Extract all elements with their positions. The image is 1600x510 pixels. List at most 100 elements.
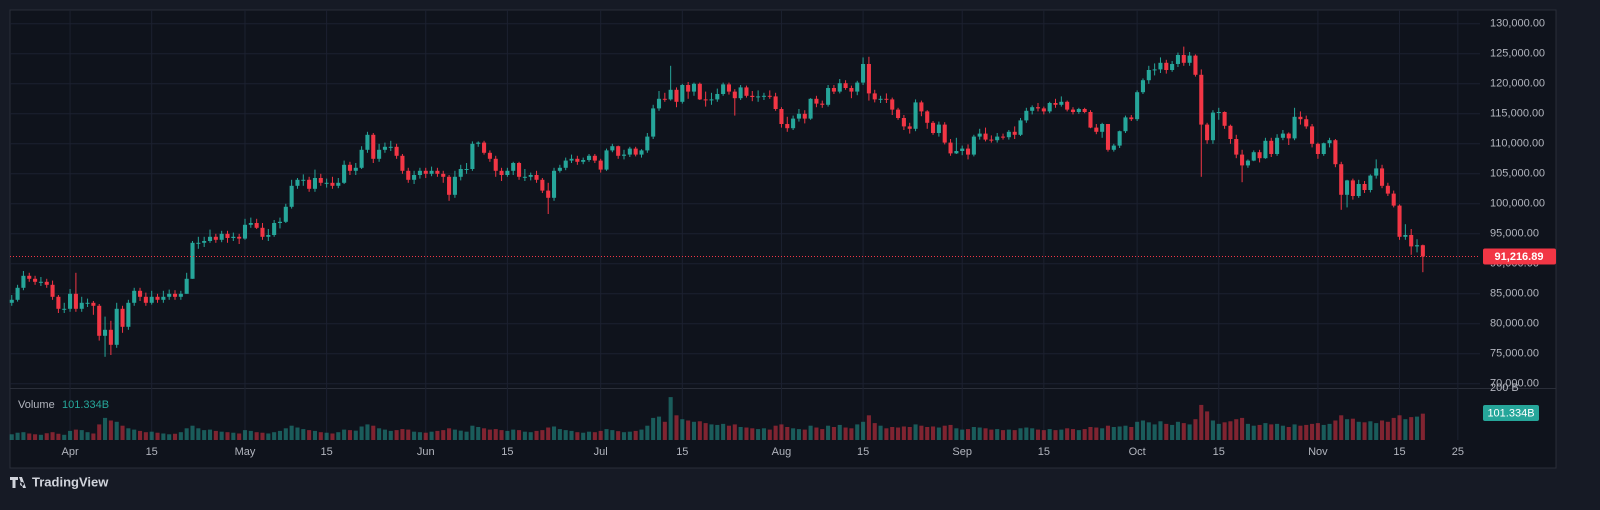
volume-bar xyxy=(137,430,143,440)
volume-bar xyxy=(791,428,796,440)
volume-bar xyxy=(796,429,801,440)
candle-body xyxy=(184,278,189,294)
volume-bar xyxy=(318,432,323,440)
candle-body xyxy=(505,170,510,175)
candle-body xyxy=(260,227,265,237)
volume-bar xyxy=(260,432,265,440)
candle-body xyxy=(1024,110,1029,121)
candle-body xyxy=(1391,193,1396,206)
volume-bar xyxy=(161,433,166,440)
candle-body xyxy=(960,148,965,151)
volume-bar xyxy=(1362,422,1367,440)
volume-bar xyxy=(884,428,889,440)
candle-body xyxy=(948,142,953,154)
candle-body xyxy=(925,111,930,123)
candle-body xyxy=(866,64,871,94)
volume-bar xyxy=(960,429,965,440)
volume-legend-name: Volume xyxy=(18,399,55,411)
volume-bar xyxy=(505,430,510,440)
candle-body xyxy=(528,175,533,177)
volume-bar xyxy=(896,427,901,440)
candle-body xyxy=(1059,101,1064,105)
x-tick-label: Jun xyxy=(417,446,435,458)
candle-body xyxy=(1210,112,1215,141)
volume-bar xyxy=(1385,421,1390,440)
brand-name[interactable]: TradingView xyxy=(32,474,109,489)
volume-bar xyxy=(307,430,312,440)
candle-body xyxy=(907,126,912,129)
x-tick-label: 15 xyxy=(146,446,158,458)
x-tick-label: 15 xyxy=(676,446,688,458)
volume-bar xyxy=(382,429,387,440)
candle-body xyxy=(277,221,283,223)
candle-body xyxy=(662,98,667,100)
volume-bar xyxy=(1076,430,1081,440)
volume-bar xyxy=(983,428,988,440)
candle-body xyxy=(1006,131,1011,138)
volume-bar xyxy=(546,427,551,440)
volume-bar xyxy=(1030,428,1035,440)
candle-body xyxy=(330,182,335,186)
x-tick-label: 15 xyxy=(857,446,869,458)
candle-body xyxy=(161,296,166,300)
candle-body xyxy=(761,95,766,97)
volume-bar xyxy=(820,429,825,440)
candle-body xyxy=(289,185,294,207)
volume-bar xyxy=(598,430,603,440)
volume-bar xyxy=(172,433,178,440)
volume-bar xyxy=(843,427,848,440)
x-tick-label: Apr xyxy=(61,446,78,458)
candle-body xyxy=(1129,117,1134,120)
candle-body xyxy=(1269,140,1274,154)
volume-bar xyxy=(767,429,772,440)
y-tick-label: 80,000.00 xyxy=(1490,318,1539,330)
candle-body xyxy=(202,241,207,243)
candle-body xyxy=(861,64,866,83)
candle-body xyxy=(137,290,143,297)
volume-bar xyxy=(493,429,498,440)
candle-body xyxy=(1257,152,1262,159)
candle-body xyxy=(1094,127,1099,132)
volume-bar xyxy=(336,432,341,440)
volume-bar xyxy=(470,425,475,440)
y-tick-label: 125,000.00 xyxy=(1490,48,1545,60)
candle-body xyxy=(1047,103,1052,112)
volume-bar xyxy=(592,432,597,440)
candle-body xyxy=(406,170,411,180)
volume-bar xyxy=(965,429,971,440)
volume-bar xyxy=(837,424,842,440)
volume-bar xyxy=(184,428,189,440)
candle-body xyxy=(254,223,259,228)
candle-body xyxy=(983,133,988,140)
volume-bar xyxy=(1024,427,1029,440)
volume-bar xyxy=(435,430,440,440)
candle-body xyxy=(336,182,341,186)
x-tick-label: 15 xyxy=(1213,446,1225,458)
volume-legend-value: 101.334B xyxy=(62,399,109,411)
volume-bar xyxy=(202,430,207,440)
volume-bar xyxy=(1350,418,1355,440)
volume-tick-label: 200 B xyxy=(1490,382,1519,394)
volume-bar xyxy=(1257,424,1262,440)
volume-bar xyxy=(213,430,218,440)
volume-bar xyxy=(1298,425,1303,440)
candle-body xyxy=(1379,168,1385,186)
candle-body xyxy=(738,87,743,99)
volume-bar xyxy=(1135,421,1140,440)
candle-body xyxy=(499,170,504,175)
volume-bar xyxy=(1129,427,1134,440)
volume-bar xyxy=(441,430,446,440)
candle-body xyxy=(878,98,883,100)
candle-body xyxy=(85,302,90,304)
candle-body xyxy=(1345,180,1350,195)
x-tick-label: Sep xyxy=(952,446,972,458)
candle-body xyxy=(149,296,154,303)
candle-body xyxy=(773,96,778,109)
candle-body xyxy=(1170,64,1175,70)
volume-bar xyxy=(954,428,959,440)
volume-bar xyxy=(359,426,364,440)
volume-bar xyxy=(878,425,883,440)
candle-body xyxy=(295,179,300,186)
candle-body xyxy=(458,169,463,177)
